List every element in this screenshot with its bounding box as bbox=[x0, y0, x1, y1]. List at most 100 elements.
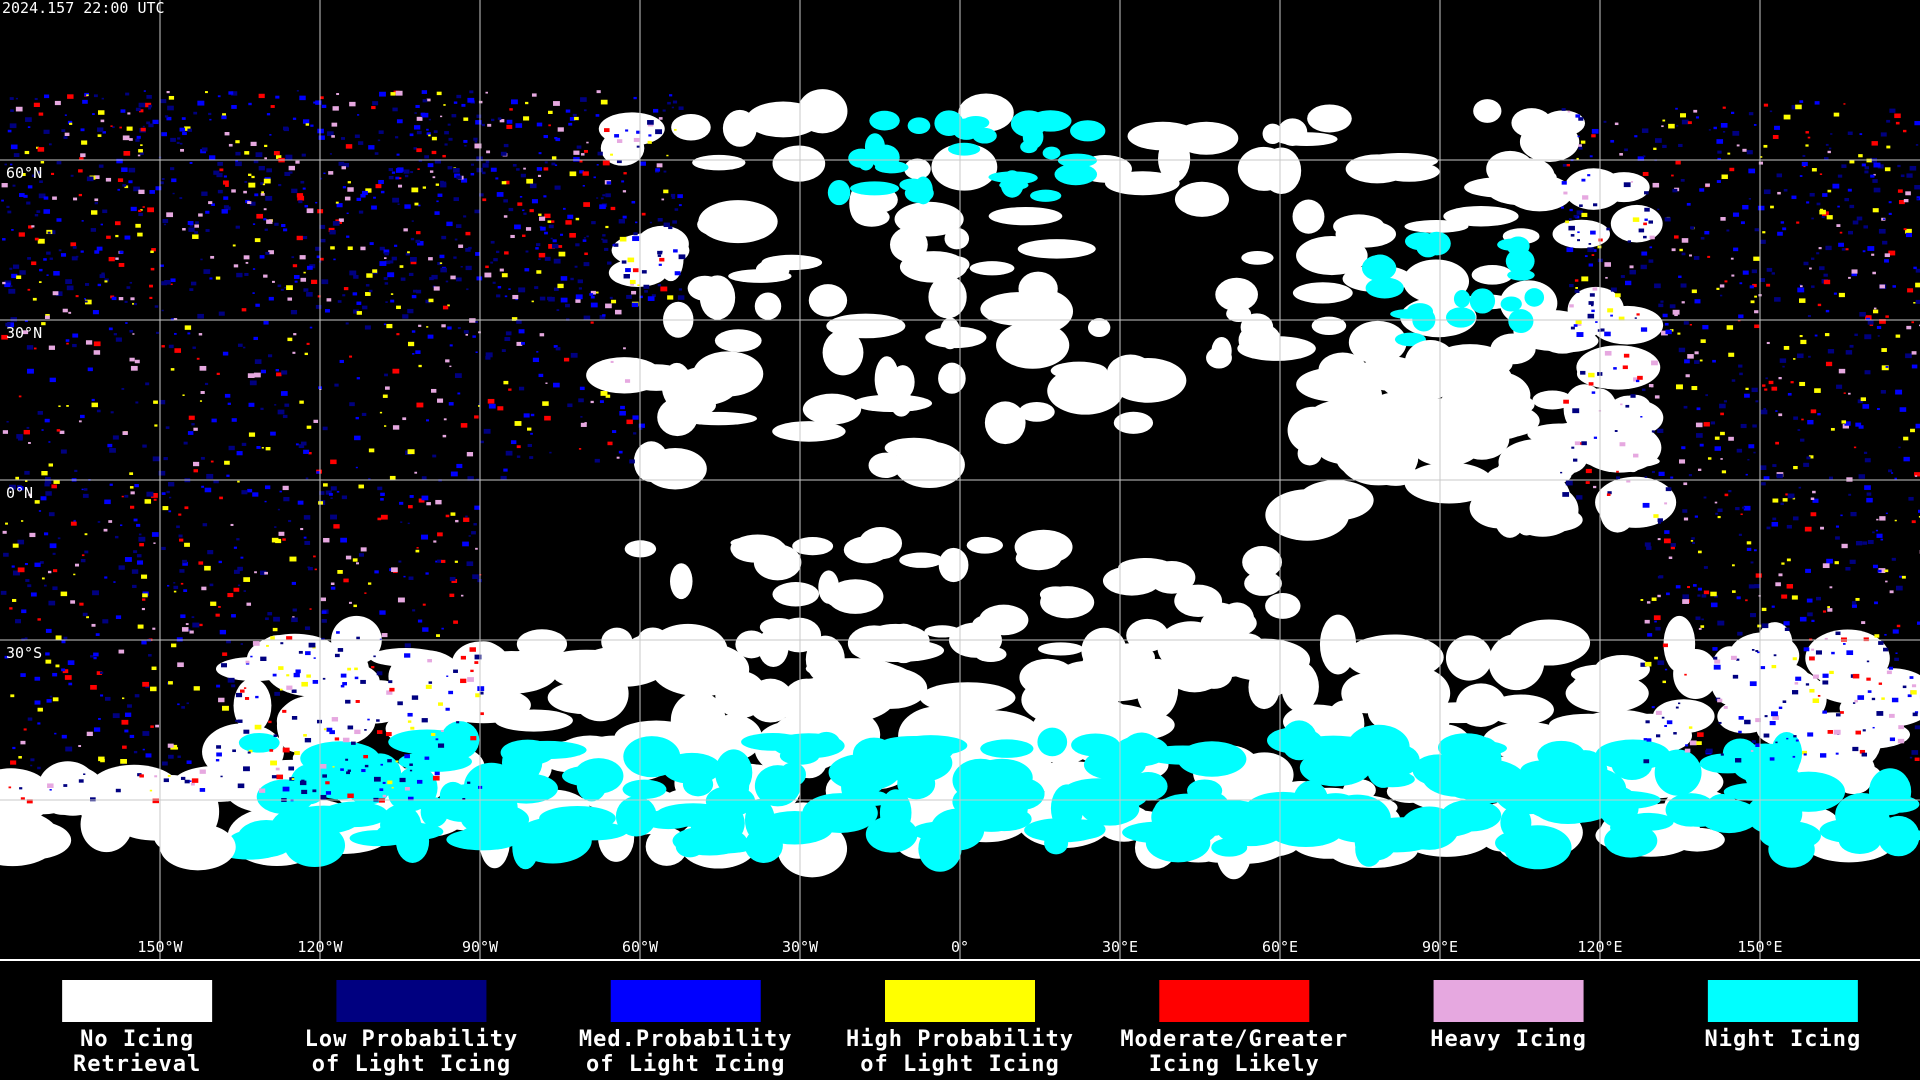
icing-speck bbox=[357, 114, 360, 116]
icing-speck bbox=[254, 193, 259, 197]
icing-speck bbox=[604, 247, 609, 251]
cloud bbox=[1354, 824, 1397, 861]
icing-speck bbox=[324, 309, 330, 313]
icing-speck bbox=[1705, 183, 1710, 187]
icing-speck bbox=[219, 629, 227, 635]
icing-speck bbox=[241, 308, 247, 312]
icing-speck bbox=[154, 775, 158, 778]
icing-speck bbox=[347, 181, 351, 184]
cloud bbox=[1060, 819, 1106, 840]
icing-speck bbox=[574, 116, 579, 121]
icing-speck bbox=[137, 232, 143, 237]
icing-speck bbox=[340, 768, 344, 771]
icing-speck bbox=[390, 293, 394, 295]
icing-speck bbox=[1911, 364, 1918, 369]
icing-speck bbox=[1777, 231, 1783, 236]
icing-speck bbox=[1864, 170, 1869, 174]
icing-speck bbox=[435, 183, 440, 186]
icing-speck bbox=[499, 268, 504, 272]
icing-speck bbox=[154, 305, 159, 308]
icing-speck bbox=[1906, 325, 1912, 330]
icing-speck bbox=[331, 122, 338, 127]
icing-speck bbox=[263, 208, 267, 211]
icing-speck bbox=[358, 210, 364, 214]
icing-speck bbox=[575, 243, 580, 247]
icing-speck bbox=[1769, 757, 1775, 761]
icing-speck bbox=[264, 144, 268, 148]
icing-speck bbox=[268, 720, 272, 724]
icing-speck bbox=[1671, 248, 1676, 252]
icing-speck bbox=[278, 531, 285, 536]
icing-speck bbox=[73, 573, 76, 576]
icing-speck bbox=[630, 283, 634, 286]
icing-speck bbox=[440, 267, 447, 273]
icing-speck bbox=[153, 498, 157, 501]
icing-speck bbox=[92, 590, 99, 596]
icing-speck bbox=[1651, 470, 1655, 474]
icing-speck bbox=[503, 468, 508, 472]
icing-speck bbox=[93, 727, 101, 732]
icing-speck bbox=[148, 107, 152, 110]
icing-speck bbox=[2, 281, 6, 285]
icing-speck bbox=[487, 123, 492, 127]
icing-speck bbox=[216, 745, 222, 749]
icing-speck bbox=[273, 616, 280, 622]
icing-speck bbox=[30, 592, 37, 597]
icing-speck bbox=[539, 216, 546, 221]
icing-speck bbox=[575, 294, 583, 300]
icing-speck bbox=[28, 493, 32, 496]
icing-speck bbox=[1738, 716, 1744, 720]
icing-speck bbox=[37, 238, 45, 244]
icing-speck bbox=[149, 284, 153, 288]
icing-speck bbox=[291, 716, 298, 720]
icing-speck bbox=[1610, 287, 1617, 292]
icing-speck bbox=[1775, 441, 1780, 445]
icing-speck bbox=[1822, 680, 1829, 685]
icing-speck bbox=[249, 201, 256, 206]
cloud bbox=[1005, 288, 1074, 334]
icing-speck bbox=[516, 341, 523, 346]
icing-speck bbox=[360, 547, 367, 552]
icing-speck bbox=[243, 255, 250, 260]
icing-speck bbox=[469, 90, 474, 94]
icing-speck bbox=[591, 221, 596, 225]
cloud bbox=[1215, 277, 1258, 312]
icing-speck bbox=[1661, 330, 1668, 336]
cloud bbox=[278, 717, 321, 753]
icing-speck bbox=[152, 627, 156, 630]
icing-speck bbox=[523, 116, 530, 121]
icing-speck bbox=[1817, 694, 1821, 697]
icing-speck bbox=[1911, 351, 1917, 355]
icing-speck bbox=[1657, 428, 1664, 434]
icing-speck bbox=[316, 471, 320, 474]
icing-speck bbox=[302, 187, 306, 190]
cloud bbox=[622, 779, 667, 799]
icing-speck bbox=[36, 146, 39, 149]
icing-speck bbox=[34, 676, 41, 681]
icing-speck bbox=[9, 97, 14, 100]
icing-speck bbox=[503, 199, 508, 203]
icing-speck bbox=[68, 311, 72, 314]
icing-speck bbox=[376, 730, 383, 734]
icing-speck bbox=[1854, 333, 1858, 337]
icing-speck bbox=[1683, 517, 1689, 521]
icing-speck bbox=[1797, 429, 1801, 431]
icing-speck bbox=[1694, 351, 1699, 355]
icing-speck bbox=[461, 103, 466, 107]
cloud bbox=[972, 614, 1005, 636]
icing-speck bbox=[1625, 404, 1630, 408]
icing-speck bbox=[1794, 682, 1799, 685]
icing-speck bbox=[1619, 153, 1623, 156]
icing-speck bbox=[199, 623, 203, 627]
icing-speck bbox=[74, 469, 78, 473]
icing-speck bbox=[112, 126, 115, 129]
icing-speck bbox=[245, 261, 249, 264]
icing-speck bbox=[303, 288, 309, 292]
icing-speck bbox=[387, 780, 393, 785]
icing-speck bbox=[445, 280, 449, 283]
icing-speck bbox=[1807, 732, 1814, 737]
icing-speck bbox=[395, 136, 399, 139]
icing-speck bbox=[1881, 697, 1885, 700]
icing-speck bbox=[447, 123, 451, 126]
icing-speck bbox=[445, 514, 450, 518]
